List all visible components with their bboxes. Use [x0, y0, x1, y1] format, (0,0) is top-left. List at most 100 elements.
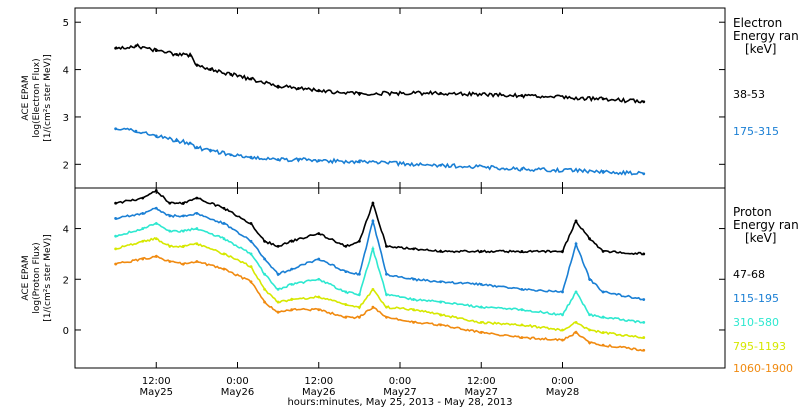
proton-point-47-68-18: [479, 249, 483, 253]
proton-point-47-68-4: [181, 201, 185, 205]
legend-electron-38-53: 38-53: [733, 88, 765, 101]
proton-point-1060-1900-23: [601, 343, 605, 347]
proton-point-1060-1900-2: [154, 255, 158, 258]
proton-point-795-1193-4: [181, 244, 185, 248]
electron-point-38-53-4: [188, 53, 192, 57]
x-tick-label-date-1: May26: [221, 387, 254, 398]
proton-point-310-580-0: [114, 234, 118, 238]
proton-point-310-580-2: [154, 222, 158, 225]
proton-ylabel-line2: log(Proton Flux): [32, 242, 42, 313]
proton-point-115-195-14: [371, 219, 375, 223]
x-tick-label-date-4: May27: [465, 387, 498, 398]
proton-point-47-68-7: [249, 222, 253, 225]
proton-point-310-580-13: [357, 293, 361, 296]
proton-point-115-195-4: [181, 214, 185, 218]
electron-legend-title-2: Energy ran: [733, 29, 799, 43]
proton-point-115-195-8: [263, 257, 266, 261]
proton-y-tick-label-0: 0: [63, 326, 69, 337]
proton-point-47-68-17: [439, 249, 443, 253]
proton-point-47-68-5: [195, 196, 199, 200]
proton-point-115-195-2: [154, 206, 158, 210]
proton-point-47-68-24: [642, 252, 646, 256]
proton-point-795-1193-20: [561, 328, 564, 332]
proton-point-115-195-13: [357, 272, 361, 276]
electron-point-175-315-16: [642, 172, 646, 176]
proton-point-310-580-10: [290, 282, 294, 286]
proton-point-795-1193-3: [168, 244, 172, 248]
proton-point-115-195-9: [276, 272, 280, 276]
electron-point-175-315-4: [188, 141, 192, 145]
proton-point-310-580-4: [181, 229, 185, 233]
electron-y-tick-label-2: 4: [63, 66, 69, 77]
proton-point-115-195-22: [588, 277, 591, 281]
proton-point-1060-1900-19: [520, 336, 524, 339]
proton-point-310-580-22: [588, 313, 591, 317]
proton-point-1060-1900-7: [249, 280, 253, 284]
proton-point-47-68-14: [371, 201, 375, 205]
legend-proton-795-1193: 795-1193: [733, 340, 786, 353]
proton-point-1060-1900-22: [588, 341, 591, 345]
proton-point-47-68-6: [222, 206, 226, 210]
proton-point-1060-1900-15: [385, 315, 388, 319]
proton-point-1060-1900-24: [642, 348, 646, 352]
electron-point-38-53-5: [195, 63, 199, 67]
proton-point-47-68-21: [574, 219, 578, 223]
proton-point-310-580-21: [574, 290, 578, 294]
proton-point-795-1193-6: [222, 252, 226, 256]
proton-point-310-580-20: [561, 313, 564, 317]
electron-point-175-315-14: [520, 167, 524, 171]
electron-point-38-53-2: [154, 49, 158, 53]
electron-point-38-53-7: [229, 72, 233, 76]
proton-point-115-195-0: [114, 217, 118, 220]
x-tick-label-date-0: May25: [140, 387, 173, 398]
proton-point-795-1193-12: [344, 303, 348, 307]
proton-point-115-195-6: [222, 222, 226, 225]
electron-point-175-315-1: [134, 129, 138, 133]
electron-point-38-53-12: [357, 91, 361, 95]
proton-point-47-68-16: [412, 247, 415, 251]
proton-point-115-195-21: [574, 242, 578, 246]
proton-point-47-68-20: [561, 249, 564, 253]
proton-point-310-580-17: [439, 300, 443, 304]
proton-series-47-68: [115, 190, 645, 256]
electron-point-38-53-14: [520, 94, 524, 98]
proton-series-795-1193: [115, 236, 644, 339]
proton-point-795-1193-2: [154, 237, 158, 241]
x-tick-label-time-0: 12:00: [142, 376, 171, 387]
electron-point-38-53-15: [601, 97, 605, 101]
proton-point-795-1193-23: [601, 331, 605, 334]
proton-point-1060-1900-3: [168, 260, 172, 263]
electron-point-175-315-7: [229, 153, 233, 157]
proton-point-47-68-1: [141, 196, 145, 200]
proton-point-47-68-12: [344, 244, 348, 248]
proton-point-795-1193-13: [357, 305, 361, 309]
electron-ylabel: ACE EPAM log(Electron Flux) [1/(cm²s ste…: [21, 54, 53, 141]
proton-point-1060-1900-8: [263, 300, 266, 304]
proton-point-310-580-14: [371, 247, 375, 251]
proton-point-115-195-3: [168, 214, 172, 218]
proton-point-115-195-11: [317, 257, 321, 261]
proton-point-795-1193-17: [439, 313, 443, 317]
electron-legend-title-1: Electron: [733, 16, 782, 30]
legend-proton-1060-1900: 1060-1900: [733, 362, 793, 375]
proton-point-1060-1900-16: [412, 320, 415, 324]
proton-point-1060-1900-9: [276, 310, 280, 314]
electron-point-38-53-3: [175, 53, 178, 56]
electron-point-175-315-5: [195, 146, 199, 150]
x-tick-label-time-3: 0:00: [389, 376, 411, 387]
electron-point-175-315-9: [276, 158, 280, 161]
proton-point-795-1193-9: [276, 300, 280, 304]
proton-point-310-580-7: [249, 252, 253, 256]
proton-point-310-580-6: [222, 237, 226, 241]
x-tick-label-time-1: 0:00: [226, 376, 248, 387]
proton-point-310-580-23: [601, 315, 605, 319]
proton-point-47-68-15: [385, 244, 388, 248]
proton-point-795-1193-0: [114, 247, 118, 251]
proton-point-115-195-16: [412, 277, 415, 281]
proton-point-1060-1900-11: [317, 308, 321, 312]
electron-point-38-53-11: [317, 89, 321, 93]
proton-point-1060-1900-6: [222, 267, 226, 271]
proton-ylabel: ACE EPAM log(Proton Flux) [1/(cm²s ster …: [21, 234, 53, 321]
proton-point-1060-1900-10: [290, 308, 294, 312]
proton-point-795-1193-11: [317, 295, 321, 299]
